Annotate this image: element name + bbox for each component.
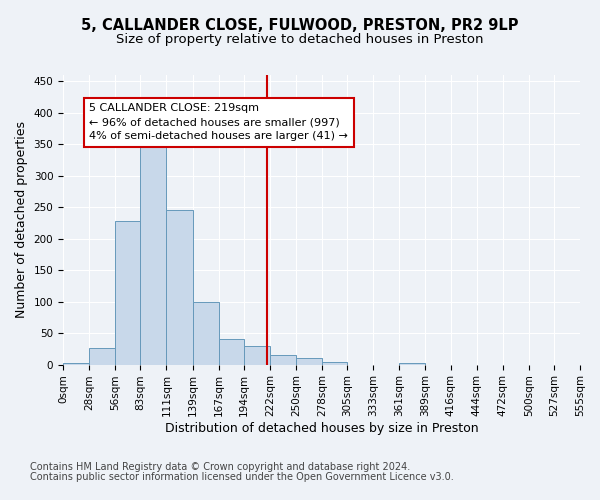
Text: Size of property relative to detached houses in Preston: Size of property relative to detached ho… bbox=[116, 32, 484, 46]
Text: Contains public sector information licensed under the Open Government Licence v3: Contains public sector information licen… bbox=[30, 472, 454, 482]
Bar bbox=[89, 348, 115, 364]
Text: 5 CALLANDER CLOSE: 219sqm
← 96% of detached houses are smaller (997)
4% of semi-: 5 CALLANDER CLOSE: 219sqm ← 96% of detac… bbox=[89, 104, 348, 142]
Bar bbox=[140, 146, 166, 364]
Bar bbox=[63, 362, 89, 364]
Bar bbox=[296, 358, 322, 364]
Bar bbox=[322, 362, 347, 364]
X-axis label: Distribution of detached houses by size in Preston: Distribution of detached houses by size … bbox=[165, 422, 478, 435]
Bar bbox=[399, 362, 425, 364]
Bar bbox=[270, 354, 296, 364]
Bar bbox=[218, 339, 244, 364]
Bar bbox=[115, 221, 140, 364]
Bar bbox=[193, 302, 218, 364]
Text: 5, CALLANDER CLOSE, FULWOOD, PRESTON, PR2 9LP: 5, CALLANDER CLOSE, FULWOOD, PRESTON, PR… bbox=[81, 18, 519, 32]
Bar bbox=[244, 346, 270, 364]
Y-axis label: Number of detached properties: Number of detached properties bbox=[15, 122, 28, 318]
Bar bbox=[166, 210, 193, 364]
Text: Contains HM Land Registry data © Crown copyright and database right 2024.: Contains HM Land Registry data © Crown c… bbox=[30, 462, 410, 472]
